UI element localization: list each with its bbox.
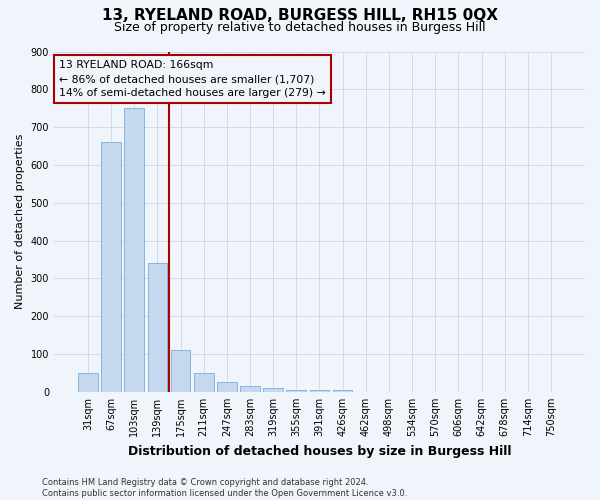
Bar xyxy=(124,108,144,392)
Bar xyxy=(263,388,283,392)
Bar xyxy=(310,390,329,392)
Bar xyxy=(148,264,167,392)
Y-axis label: Number of detached properties: Number of detached properties xyxy=(15,134,25,310)
Text: Contains HM Land Registry data © Crown copyright and database right 2024.
Contai: Contains HM Land Registry data © Crown c… xyxy=(42,478,407,498)
Text: Size of property relative to detached houses in Burgess Hill: Size of property relative to detached ho… xyxy=(114,21,486,34)
Bar xyxy=(170,350,190,392)
Bar xyxy=(194,373,214,392)
Bar xyxy=(333,390,352,392)
Bar xyxy=(101,142,121,392)
X-axis label: Distribution of detached houses by size in Burgess Hill: Distribution of detached houses by size … xyxy=(128,444,511,458)
Bar xyxy=(78,373,98,392)
Bar xyxy=(217,382,236,392)
Bar xyxy=(240,386,260,392)
Bar xyxy=(286,390,306,392)
Text: 13 RYELAND ROAD: 166sqm
← 86% of detached houses are smaller (1,707)
14% of semi: 13 RYELAND ROAD: 166sqm ← 86% of detache… xyxy=(59,60,326,98)
Text: 13, RYELAND ROAD, BURGESS HILL, RH15 0QX: 13, RYELAND ROAD, BURGESS HILL, RH15 0QX xyxy=(102,8,498,22)
